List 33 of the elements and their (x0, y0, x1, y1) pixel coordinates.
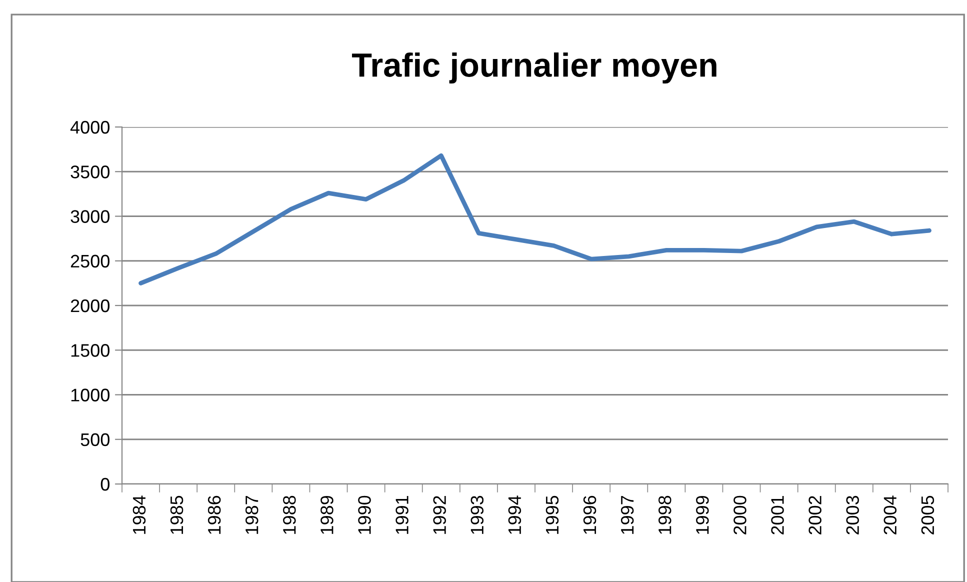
x-tick-label: 1984 (132, 496, 146, 534)
y-tick-label: 4000 (70, 120, 110, 134)
x-tick-label: 1985 (170, 496, 184, 534)
x-tick-label: 2003 (846, 496, 859, 534)
x-tick-label: 1987 (245, 496, 258, 534)
x-tick-label: 1995 (546, 496, 559, 534)
x-tick-label: 2005 (921, 496, 934, 534)
line-series (138, 153, 932, 286)
x-tick-label: 1986 (208, 496, 221, 534)
y-tick-label: 500 (80, 433, 110, 446)
y-tick-label: 2000 (70, 299, 110, 312)
y-tick-label: 3000 (70, 210, 110, 223)
x-tick-label: 1996 (583, 496, 596, 534)
x-tick-label: 2001 (771, 496, 784, 534)
y-tick-label: 3500 (70, 166, 110, 178)
x-tick-label: 2004 (884, 496, 897, 534)
x-tick-label: 1993 (470, 496, 484, 534)
x-tick-label: 2000 (734, 496, 746, 534)
chart-title: Trafic journalier moyen (352, 52, 716, 84)
x-tick-label: 2002 (808, 496, 822, 534)
x-tick-label: 1997 (620, 496, 634, 534)
y-tick-label: 0 (100, 478, 110, 491)
x-tick-label: 1991 (396, 496, 408, 534)
x-tick-label: 1988 (283, 496, 296, 534)
x-tick-label: 1999 (696, 496, 709, 534)
y-tick-label: 1000 (71, 388, 110, 402)
y-tick-label: 1500 (71, 344, 110, 357)
x-tick-label: 1998 (658, 496, 672, 534)
x-tick-label: 1990 (358, 496, 371, 534)
x-tick-label: 1989 (320, 496, 334, 534)
y-tick-label: 2500 (70, 254, 110, 268)
x-tick-label: 1994 (508, 496, 522, 534)
x-tick-label: 1992 (433, 496, 446, 534)
